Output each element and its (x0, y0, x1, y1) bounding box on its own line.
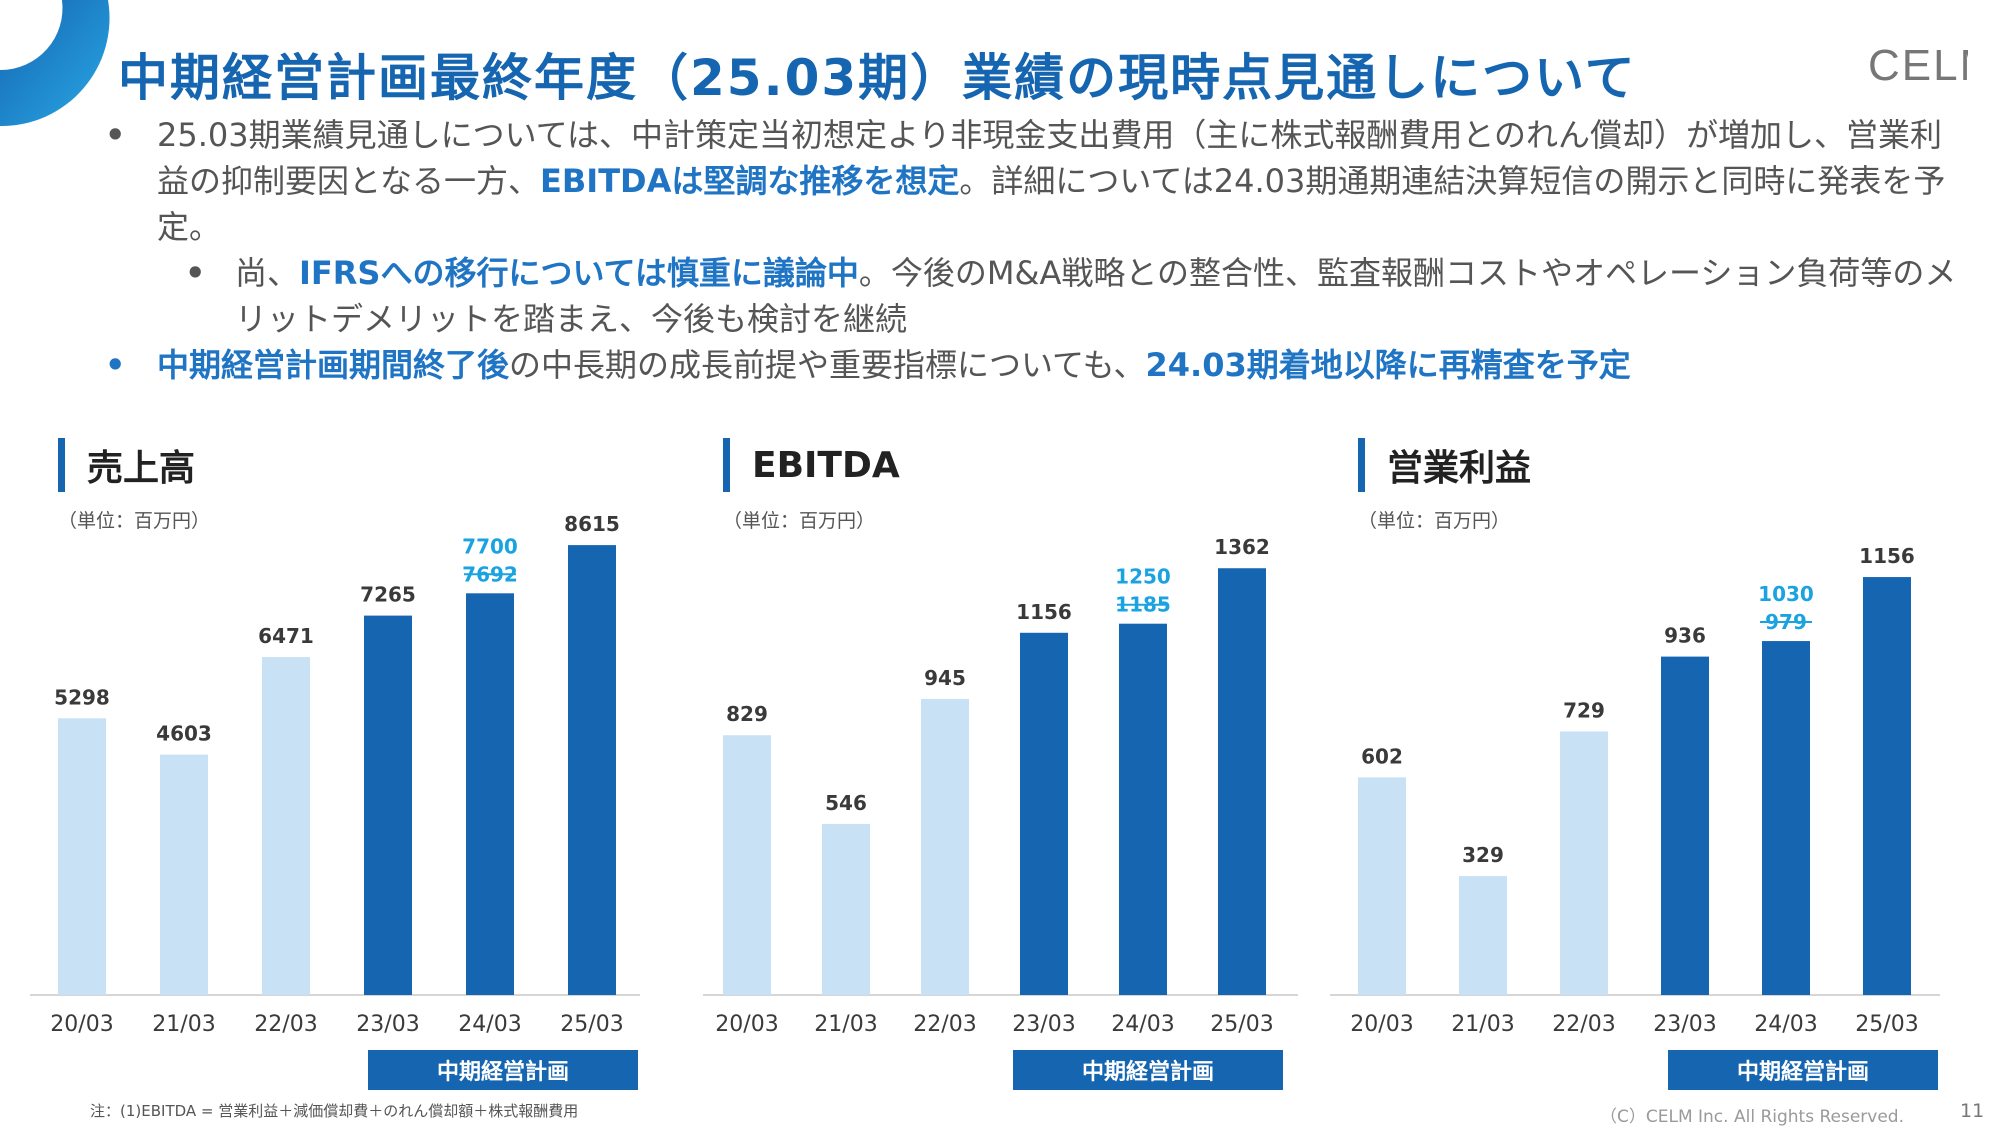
bullet-3-highlight-end: 24.03期着地以降に再精査を予定 (1145, 346, 1631, 384)
bullet-dot: • (105, 116, 126, 154)
x-tick-label: 21/03 (152, 1012, 215, 1037)
x-tick-label: 22/03 (913, 1012, 976, 1037)
x-tick-label: 21/03 (814, 1012, 877, 1037)
copyright: （C）CELM Inc. All Rights Reserved. (1600, 1107, 1904, 1127)
x-tick-label: 24/03 (458, 1012, 521, 1037)
data-label: 4603 (156, 722, 212, 746)
chart-ebitda: EBITDA （単位：百万円） 829 20/03 546 21/03 945 22/03… (703, 430, 1343, 1090)
bar-chart-svg: 60220/0332921/0372922/0393623/0310309792… (1330, 544, 1940, 1037)
corner-arc-decoration (0, 0, 110, 127)
x-tick-label: 25/03 (1855, 1012, 1918, 1037)
celm-logo: CELM (1868, 41, 1968, 88)
data-label: 546 (825, 791, 867, 815)
bar (723, 735, 771, 995)
x-tick-label: 20/03 (715, 1012, 778, 1037)
bullet-2: • 尚、IFRSへの移行については慎重に議論中。今後のM&A戦略との整合性、監査… (105, 250, 1965, 342)
data-label: 8615 (564, 512, 620, 536)
unit-label: （単位：百万円） (1358, 510, 1511, 532)
data-label: 6471 (258, 624, 314, 648)
bar (1661, 656, 1709, 995)
bar (921, 698, 969, 995)
bar (1020, 632, 1068, 995)
x-tick-label: 23/03 (1012, 1012, 1075, 1037)
footnote: 注：(1)EBITDA = 営業利益＋減価償却費＋のれん償却額＋株式報酬費用 (90, 1102, 579, 1120)
bullet-dot: • (185, 254, 206, 292)
data-label: 729 (1563, 698, 1605, 722)
bullet-2-text-end: 。今後のM&A戦略との整合性、監査報酬コストやオペレーション負荷等のメリットデメ… (235, 254, 1957, 338)
x-tick-label: 20/03 (50, 1012, 113, 1037)
bar (1560, 731, 1608, 995)
data-label: 936 (1664, 624, 1706, 648)
chart-title: 売上高 (87, 448, 196, 489)
x-tick-label: 22/03 (254, 1012, 317, 1037)
data-label: 1156 (1859, 544, 1915, 568)
page-number: 11 (1960, 1100, 1985, 1122)
x-tick-label: 23/03 (356, 1012, 419, 1037)
bullet-3-text: の中長期の成長前提や重要指標についても、 (509, 346, 1146, 384)
data-label-revised: 7700 (462, 534, 518, 558)
unit-label: （単位：百万円） (58, 510, 211, 532)
bullet-2-highlight: IFRSへの移行については慎重に議論中 (299, 254, 859, 292)
bar (1762, 641, 1810, 995)
data-label: 602 (1361, 744, 1403, 768)
plan-period-label: 中期経営計画 (1668, 1050, 1938, 1090)
bullet-dot: • (105, 346, 126, 384)
x-tick-label: 23/03 (1653, 1012, 1716, 1037)
chart-title-accent (1358, 438, 1365, 492)
x-tick-label: 20/03 (1350, 1012, 1413, 1037)
unit-label: （単位：百万円） (723, 510, 876, 532)
x-tick-label: 24/03 (1111, 1012, 1174, 1037)
bullet-1-highlight: EBITDAは堅調な推移を想定 (540, 162, 960, 200)
x-tick-label: 21/03 (1451, 1012, 1514, 1037)
bar (364, 615, 412, 995)
bar (822, 823, 870, 995)
svg-text:CELM: CELM (1868, 41, 1968, 88)
bullet-3-highlight: 中期経営計画期間終了後 (157, 346, 510, 384)
bar (1218, 568, 1266, 995)
bullet-3: • 中期経営計画期間終了後の中長期の成長前提や重要指標についても、24.03期着… (105, 342, 1965, 388)
bullet-1-text: 25.03期業績見通しについては、中計策定当初想定より非現金支出費用（主に株式報… (157, 116, 1943, 200)
bar-chart-svg: 82920/0354621/0394522/03115623/031250118… (703, 535, 1298, 1037)
x-tick-label: 24/03 (1754, 1012, 1817, 1037)
data-label: 945 (924, 666, 966, 690)
bar-chart-svg: 5298 20/03 4603 21/03 6471 22/03 7265 23/03 7700… (30, 512, 640, 1037)
data-label: 1156 (1016, 600, 1072, 624)
bar (58, 718, 106, 995)
page-title: 中期経営計画最終年度（25.03期）業績の現時点見通しについて (118, 49, 1637, 107)
plan-period-label: 中期経営計画 (368, 1050, 638, 1090)
bar (160, 754, 208, 995)
data-label: 829 (726, 702, 768, 726)
chart-operating-profit: 営業利益 （単位：百万円） 602 20/03 329 21/03 729 22/03 93… (1330, 430, 1978, 1090)
bar (1863, 577, 1911, 995)
bar (1358, 777, 1406, 995)
data-label: 1362 (1214, 535, 1270, 559)
chart-title: EBITDA (752, 444, 900, 486)
data-label: 329 (1462, 843, 1504, 867)
bullet-1-text-end: 。詳細については24.03期通期連結決算短信の開示と同時に発表を予定。 (157, 162, 1946, 246)
data-label: 5298 (54, 685, 110, 709)
data-label: 7265 (360, 583, 416, 607)
data-label-revised: 1030 (1758, 582, 1814, 606)
bar (1459, 876, 1507, 995)
plan-period-label: 中期経営計画 (1013, 1050, 1283, 1090)
bullet-1: • 25.03期業績見通しについては、中計策定当初想定より非現金支出費用（主に株… (105, 112, 1965, 250)
x-tick-label: 25/03 (1210, 1012, 1273, 1037)
summary-bullets: • 25.03期業績見通しについては、中計策定当初想定より非現金支出費用（主に株… (105, 112, 1965, 388)
bar (568, 545, 616, 995)
x-tick-label: 25/03 (560, 1012, 623, 1037)
bullet-2-text: 尚、 (235, 254, 300, 292)
bar (262, 657, 310, 995)
chart-title-accent (58, 438, 65, 492)
chart-title: 営業利益 (1387, 448, 1532, 489)
bar (1119, 623, 1167, 995)
chart-sales: 売上高 （単位：百万円） 5298 20/03 4603 21/03 6471 22/03… (30, 430, 678, 1090)
bar (466, 593, 514, 995)
chart-title-accent (723, 438, 730, 492)
data-label-revised: 1250 (1115, 565, 1171, 589)
x-tick-label: 22/03 (1552, 1012, 1615, 1037)
